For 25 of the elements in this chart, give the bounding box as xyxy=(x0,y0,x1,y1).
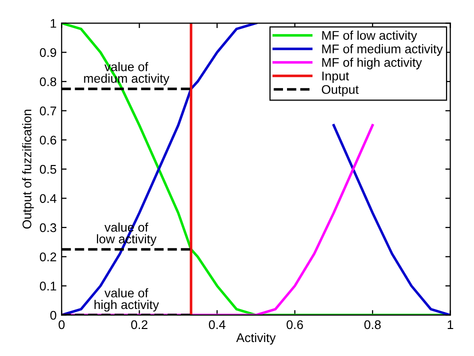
y-tick-label: 0.1 xyxy=(40,282,56,291)
y-axis-title: Output of fuzzification xyxy=(22,110,34,229)
x-tick-label: 0.2 xyxy=(131,320,148,330)
annotation: value of high activity xyxy=(94,288,159,312)
y-tick-label: 0.3 xyxy=(40,223,56,232)
y-tick-label: 0.7 xyxy=(40,106,56,116)
x-tick-label: 0 xyxy=(58,320,65,330)
y-tick-label: 0.6 xyxy=(40,136,56,145)
legend-label: MF of high activity xyxy=(322,58,422,70)
x-axis-title: Activity xyxy=(236,332,276,345)
x-tick-label: 0.4 xyxy=(208,320,226,330)
y-tick-label: 0.4 xyxy=(40,194,56,203)
y-tick-label: 0.2 xyxy=(40,252,56,262)
y-tick-label: 0.9 xyxy=(40,48,56,57)
x-tick-label: 1 xyxy=(448,320,454,329)
legend-label: Input xyxy=(322,72,349,83)
y-tick-label: 0 xyxy=(50,310,56,320)
legend-label: MF of low activity xyxy=(322,30,418,42)
x-tick-label: 0.6 xyxy=(286,320,303,330)
y-tick-label: 0.5 xyxy=(40,164,56,174)
legend-label: MF of medium activity xyxy=(322,44,443,56)
y-tick-label: 0.8 xyxy=(40,77,56,86)
y-tick-label: 1 xyxy=(50,19,56,28)
x-tick-label: 0.8 xyxy=(364,320,381,330)
legend-label: Output xyxy=(322,85,359,96)
